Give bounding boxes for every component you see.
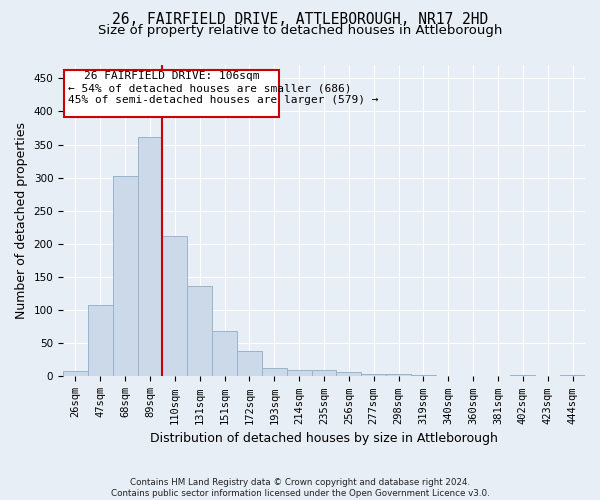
Bar: [113, 176, 137, 376]
Bar: [287, 370, 311, 376]
Text: 26, FAIRFIELD DRIVE, ATTLEBOROUGH, NR17 2HD: 26, FAIRFIELD DRIVE, ATTLEBOROUGH, NR17 …: [112, 12, 488, 28]
Bar: [311, 370, 337, 376]
X-axis label: Distribution of detached houses by size in Attleborough: Distribution of detached houses by size …: [150, 432, 498, 445]
Bar: [187, 286, 212, 376]
Bar: [361, 374, 386, 376]
Bar: [137, 136, 163, 376]
Bar: [511, 375, 535, 376]
Text: 26 FAIRFIELD DRIVE: 106sqm: 26 FAIRFIELD DRIVE: 106sqm: [84, 72, 260, 82]
Bar: [386, 374, 411, 376]
Bar: [163, 236, 187, 376]
Y-axis label: Number of detached properties: Number of detached properties: [15, 122, 28, 319]
Bar: [337, 372, 361, 376]
Bar: [88, 305, 113, 376]
Bar: [411, 375, 436, 376]
Text: Size of property relative to detached houses in Attleborough: Size of property relative to detached ho…: [98, 24, 502, 37]
Bar: [64, 70, 279, 116]
Bar: [212, 332, 237, 376]
Bar: [262, 368, 287, 376]
Bar: [63, 371, 88, 376]
Text: Contains HM Land Registry data © Crown copyright and database right 2024.
Contai: Contains HM Land Registry data © Crown c…: [110, 478, 490, 498]
Text: 45% of semi-detached houses are larger (579) →: 45% of semi-detached houses are larger (…: [68, 95, 379, 105]
Bar: [560, 375, 585, 376]
Bar: [237, 352, 262, 376]
Text: ← 54% of detached houses are smaller (686): ← 54% of detached houses are smaller (68…: [68, 83, 352, 93]
